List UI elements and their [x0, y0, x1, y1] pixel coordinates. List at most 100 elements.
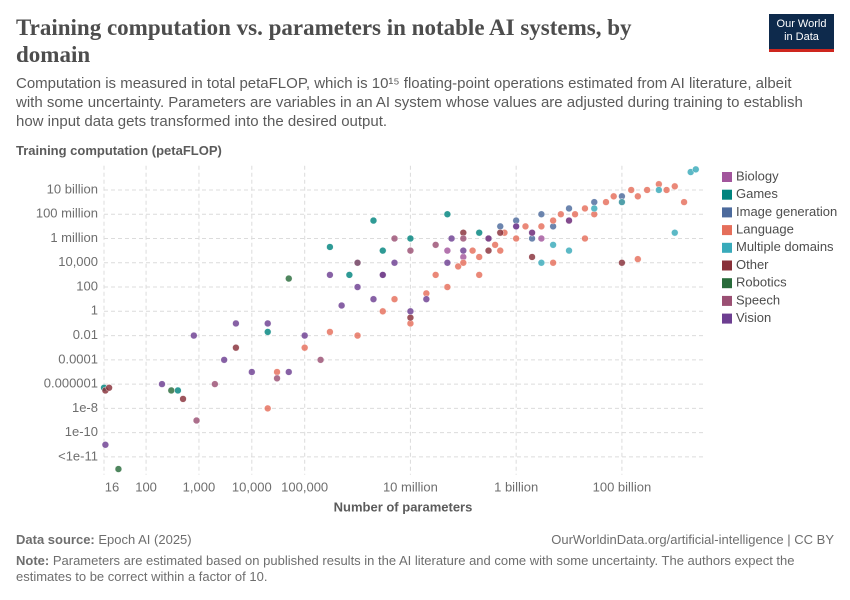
- y-tick-label: 100: [76, 278, 98, 293]
- point: [406, 234, 415, 243]
- legend-item[interactable]: Language: [722, 222, 794, 237]
- x-tick-label: 10,000: [232, 479, 272, 494]
- point: [484, 247, 493, 255]
- legend-item[interactable]: Games: [722, 186, 778, 201]
- point: [232, 319, 240, 328]
- legend-label: Image generation: [736, 204, 837, 219]
- point: [248, 368, 256, 376]
- point: [167, 386, 175, 395]
- point: [174, 386, 182, 395]
- point: [179, 395, 187, 403]
- point: [692, 165, 700, 173]
- point: [655, 186, 663, 194]
- point: [326, 328, 334, 336]
- point: [345, 271, 353, 279]
- point: [432, 271, 440, 279]
- point: [565, 204, 573, 213]
- point: [634, 192, 642, 200]
- y-tick-label: 1: [91, 303, 98, 318]
- legend-item[interactable]: Vision: [722, 310, 771, 325]
- legend-label: Vision: [736, 310, 771, 325]
- x-tick-label: 16: [105, 479, 119, 494]
- legend-label: Other: [736, 257, 769, 272]
- legend-swatch: [722, 225, 732, 236]
- point: [496, 247, 504, 255]
- point: [459, 259, 467, 267]
- source-url[interactable]: OurWorldinData.org/artificial-intelligen…: [551, 532, 834, 547]
- point: [590, 204, 598, 213]
- point: [211, 380, 219, 388]
- point: [264, 404, 272, 412]
- legend-swatch: [722, 313, 732, 324]
- point: [521, 222, 530, 230]
- legend-item[interactable]: Image generation: [722, 204, 837, 219]
- legend-swatch: [722, 207, 732, 218]
- point: [379, 307, 387, 315]
- note: Note: Parameters are estimated based on …: [16, 553, 816, 585]
- point: [537, 259, 545, 267]
- point: [390, 295, 399, 303]
- point: [422, 295, 430, 303]
- legend-item[interactable]: Other: [722, 257, 769, 272]
- point: [369, 295, 378, 303]
- legend-label: Speech: [736, 292, 780, 307]
- point: [353, 331, 362, 340]
- point: [432, 241, 440, 249]
- legend-item[interactable]: Speech: [722, 292, 780, 307]
- point: [671, 182, 679, 190]
- point: [443, 283, 451, 291]
- point: [264, 319, 272, 328]
- point: [549, 241, 557, 249]
- legend-swatch: [722, 242, 732, 253]
- legend-item[interactable]: Multiple domains: [722, 239, 834, 254]
- point: [285, 368, 293, 376]
- point: [379, 271, 387, 279]
- point: [528, 229, 536, 237]
- point: [390, 234, 399, 243]
- y-tick-label: 1 million: [50, 230, 98, 245]
- point: [105, 384, 113, 392]
- y-tick-label: 100 million: [36, 206, 98, 221]
- legend-label: Biology: [736, 168, 779, 183]
- point: [512, 234, 520, 243]
- point: [190, 331, 198, 340]
- point: [565, 247, 573, 255]
- x-tick-label: 100: [135, 479, 157, 494]
- point: [557, 210, 565, 218]
- point: [469, 247, 477, 255]
- point: [459, 247, 467, 255]
- point: [454, 262, 462, 271]
- point: [326, 243, 334, 251]
- point: [627, 186, 635, 194]
- point: [353, 283, 362, 291]
- point: [634, 255, 642, 263]
- logo[interactable]: Our World in Data: [769, 14, 834, 52]
- legend-label: Multiple domains: [736, 239, 834, 254]
- y-tick-label: <1e-11: [58, 448, 98, 463]
- point: [475, 229, 483, 237]
- y-tick-label: 10 billion: [47, 181, 98, 196]
- y-tick-label: 1e-10: [65, 424, 98, 439]
- point: [496, 222, 504, 230]
- point: [590, 198, 598, 206]
- x-tick-label: 100,000: [281, 479, 328, 494]
- point: [459, 234, 467, 243]
- x-tick-label: 1 billion: [494, 479, 538, 494]
- point: [192, 416, 201, 425]
- point: [491, 241, 499, 249]
- point: [406, 247, 415, 255]
- point: [571, 210, 579, 218]
- point: [671, 229, 679, 237]
- y-tick-label: 0.000001: [44, 376, 98, 391]
- legend-item[interactable]: Biology: [722, 168, 779, 183]
- point: [537, 222, 545, 230]
- point: [484, 234, 493, 243]
- point: [512, 222, 520, 230]
- legend-item[interactable]: Robotics: [722, 275, 787, 290]
- point: [602, 198, 610, 206]
- point: [528, 253, 536, 261]
- point: [406, 314, 415, 322]
- source-text: Epoch AI (2025): [98, 532, 192, 547]
- point: [662, 186, 671, 194]
- point: [114, 465, 123, 473]
